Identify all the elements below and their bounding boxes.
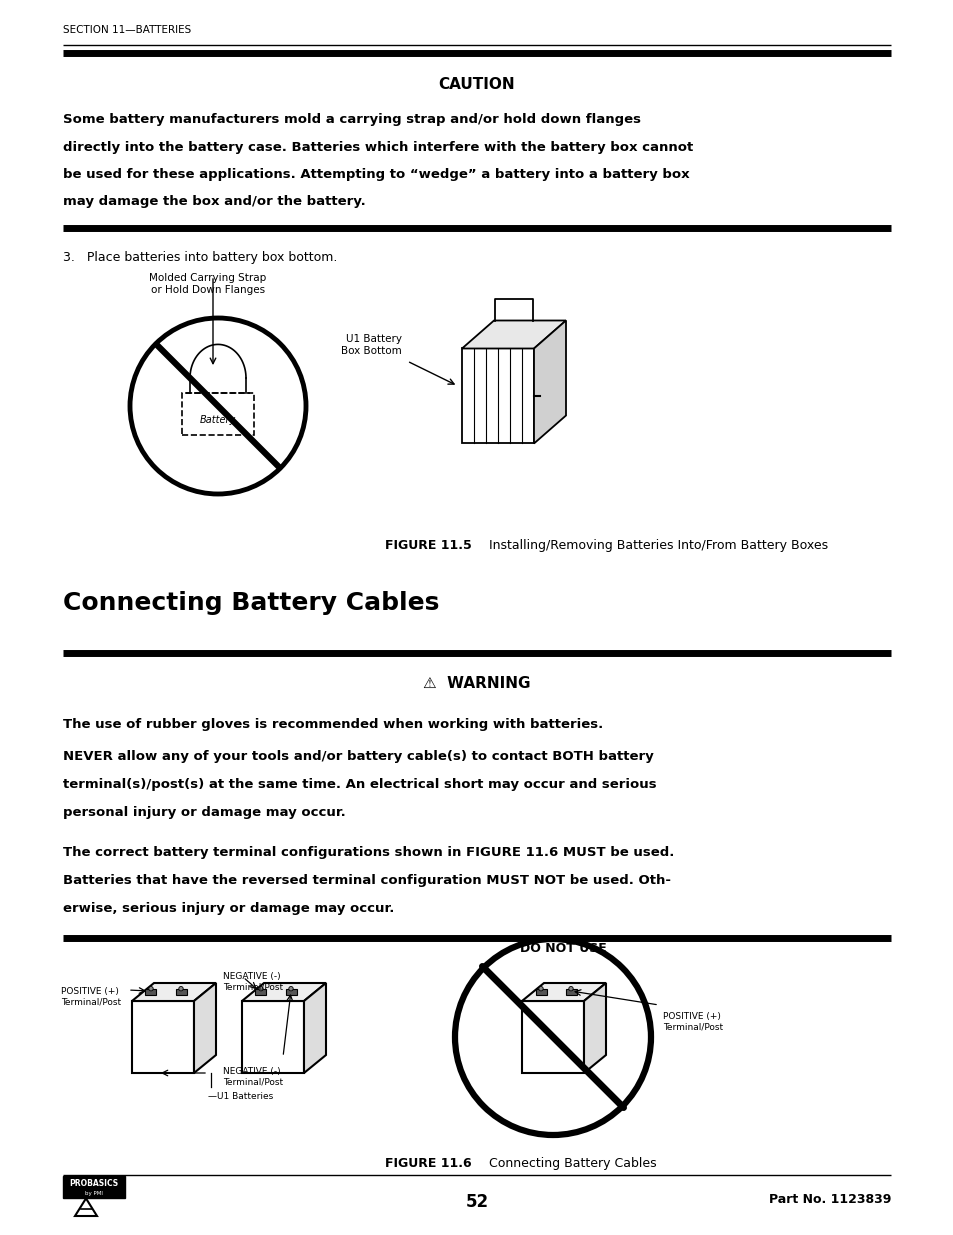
- Polygon shape: [132, 983, 215, 1002]
- Bar: [285, 989, 296, 995]
- Text: CAUTION: CAUTION: [438, 77, 515, 91]
- Polygon shape: [583, 983, 605, 1073]
- Bar: [182, 393, 253, 435]
- Polygon shape: [521, 1002, 583, 1073]
- Text: 52: 52: [465, 1193, 488, 1212]
- Polygon shape: [242, 1002, 304, 1073]
- Text: personal injury or damage may occur.: personal injury or damage may occur.: [63, 806, 345, 819]
- Text: The correct battery terminal configurations shown in FIGURE 11.6 MUST be used.: The correct battery terminal configurati…: [63, 846, 674, 860]
- Text: POSITIVE (+)
Terminal/Post: POSITIVE (+) Terminal/Post: [61, 987, 121, 1007]
- Circle shape: [258, 987, 263, 990]
- Text: Connecting Battery Cables: Connecting Battery Cables: [476, 1157, 656, 1170]
- Polygon shape: [132, 1002, 193, 1073]
- Polygon shape: [304, 983, 326, 1073]
- Polygon shape: [193, 983, 215, 1073]
- Text: PROBASICS: PROBASICS: [70, 1179, 118, 1188]
- Bar: [565, 989, 576, 995]
- Text: Installing/Removing Batteries Into/From Battery Boxes: Installing/Removing Batteries Into/From …: [476, 538, 827, 552]
- Text: Some battery manufacturers mold a carrying strap and/or hold down flanges: Some battery manufacturers mold a carryi…: [63, 112, 640, 126]
- Bar: [255, 989, 266, 995]
- Text: ⚠  WARNING: ⚠ WARNING: [423, 676, 530, 692]
- Text: terminal(s)/post(s) at the same time. An electrical short may occur and serious: terminal(s)/post(s) at the same time. An…: [63, 778, 656, 790]
- Circle shape: [289, 987, 293, 990]
- Text: The use of rubber gloves is recommended when working with batteries.: The use of rubber gloves is recommended …: [63, 718, 602, 731]
- Bar: [535, 989, 546, 995]
- Text: NEVER allow any of your tools and/or battery cable(s) to contact BOTH battery: NEVER allow any of your tools and/or bat…: [63, 750, 653, 763]
- Text: may damage the box and/or the battery.: may damage the box and/or the battery.: [63, 195, 365, 209]
- Text: DO NOT USE: DO NOT USE: [519, 942, 606, 955]
- Bar: [461, 348, 534, 443]
- Text: FIGURE 11.5: FIGURE 11.5: [385, 538, 472, 552]
- Circle shape: [149, 987, 153, 990]
- Text: by PMI: by PMI: [85, 1191, 103, 1197]
- Text: NEGATIVE (-)
Terminal/Post: NEGATIVE (-) Terminal/Post: [223, 972, 283, 992]
- Polygon shape: [521, 983, 605, 1002]
- Text: directly into the battery case. Batteries which interfere with the battery box c: directly into the battery case. Batterie…: [63, 141, 693, 153]
- Bar: [63, 1176, 125, 1198]
- Text: SECTION 11—BATTERIES: SECTION 11—BATTERIES: [63, 25, 191, 35]
- Text: Connecting Battery Cables: Connecting Battery Cables: [63, 592, 439, 615]
- Circle shape: [538, 987, 542, 990]
- Bar: [175, 989, 186, 995]
- Bar: [146, 989, 156, 995]
- Text: be used for these applications. Attempting to “wedge” a battery into a battery b: be used for these applications. Attempti…: [63, 168, 689, 182]
- Text: 3.   Place batteries into battery box bottom.: 3. Place batteries into battery box bott…: [63, 251, 337, 264]
- Text: NEGATIVE (-)
Terminal/Post: NEGATIVE (-) Terminal/Post: [223, 1067, 283, 1087]
- Polygon shape: [242, 983, 326, 1002]
- Polygon shape: [461, 321, 565, 348]
- Text: Part No. 1123839: Part No. 1123839: [768, 1193, 890, 1207]
- Text: Molded Carrying Strap
or Hold Down Flanges: Molded Carrying Strap or Hold Down Flang…: [150, 273, 266, 295]
- Text: —U1 Batteries: —U1 Batteries: [208, 1092, 273, 1100]
- Text: Battery: Battery: [200, 415, 236, 425]
- Text: erwise, serious injury or damage may occur.: erwise, serious injury or damage may occ…: [63, 902, 394, 915]
- Circle shape: [178, 987, 183, 990]
- Text: FIGURE 11.6: FIGURE 11.6: [385, 1157, 472, 1170]
- Circle shape: [568, 987, 573, 990]
- Text: Batteries that have the reversed terminal configuration MUST NOT be used. Oth-: Batteries that have the reversed termina…: [63, 874, 670, 887]
- Polygon shape: [534, 321, 565, 443]
- Text: U1 Battery
Box Bottom: U1 Battery Box Bottom: [341, 335, 401, 356]
- Text: POSITIVE (+)
Terminal/Post: POSITIVE (+) Terminal/Post: [662, 1011, 722, 1031]
